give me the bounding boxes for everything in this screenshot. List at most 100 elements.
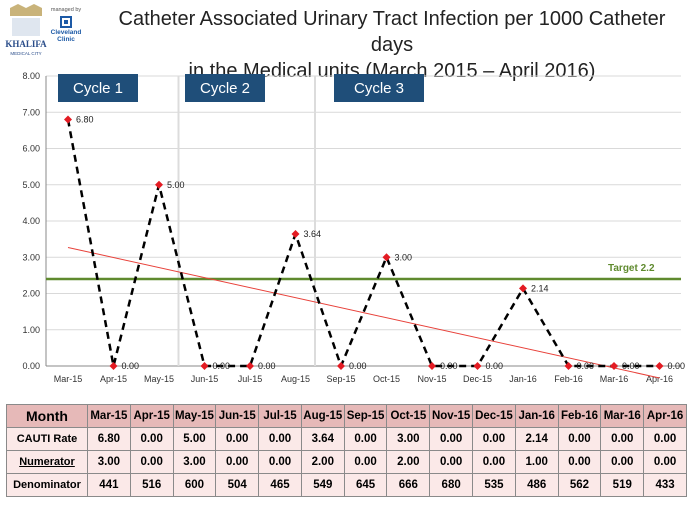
y-tick-label: 0.00 bbox=[22, 361, 40, 371]
table-cell: 465 bbox=[258, 473, 302, 497]
data-label: 0.00 bbox=[486, 361, 504, 371]
data-label: 0.00 bbox=[213, 361, 231, 371]
cycle-badge-label: Cycle 1 bbox=[73, 80, 123, 97]
table-cell: 0.00 bbox=[472, 427, 516, 451]
cycle-labels: Cycle 1 Cycle 2 Cycle 3 bbox=[58, 74, 424, 102]
table-month-header: Sep-15 bbox=[343, 404, 388, 428]
table-cell: 504 bbox=[215, 473, 260, 497]
data-point bbox=[200, 362, 209, 370]
table-cell: 0.00 bbox=[600, 450, 645, 474]
table-cell: 0.00 bbox=[129, 427, 174, 451]
table-cell: 3.00 bbox=[87, 450, 131, 474]
data-label: 0.00 bbox=[122, 361, 140, 371]
table-cell: 6.80 bbox=[87, 427, 131, 451]
logos: KHALIFA MEDICAL CITY managed by Clevelan… bbox=[5, 4, 82, 56]
table-cell: 0.00 bbox=[600, 427, 645, 451]
table-cell: 0.00 bbox=[258, 427, 302, 451]
table-cell: 600 bbox=[172, 473, 217, 497]
table-cell: 2.00 bbox=[386, 450, 431, 474]
table-month-header: Dec-15 bbox=[472, 404, 516, 428]
table-cell: 549 bbox=[300, 473, 345, 497]
table-cell: 0.00 bbox=[258, 450, 302, 474]
table-cell: 2.00 bbox=[300, 450, 345, 474]
cycle-badge bbox=[185, 74, 265, 102]
data-label: 3.00 bbox=[395, 252, 413, 262]
x-tick-label: Nov-15 bbox=[417, 374, 446, 384]
table-month-header: Apr-16 bbox=[643, 404, 687, 428]
table-row: CAUTI Rate 6.80 0.00 5.00 0.00 0.00 3.64 0.00 3.… bbox=[6, 427, 687, 451]
data-label: 0.00 bbox=[440, 361, 458, 371]
table-cell: 0.00 bbox=[215, 427, 260, 451]
table-row: Numerator 3.00 0.00 3.00 0.00 0.00 2.00 0.00 2.0… bbox=[6, 450, 687, 474]
table-cell: 0.00 bbox=[343, 450, 388, 474]
table-cell: 1.00 bbox=[514, 450, 559, 474]
table-cell: 0.00 bbox=[557, 427, 602, 451]
x-tick-labels: Mar-15 Apr-15 May-15 Jun-15 Jul-15 Aug-15 Sep-… bbox=[54, 374, 673, 384]
trendline bbox=[67, 246, 660, 379]
table-row: Denominator 441 516 600 504 465 549 645 666 680 53… bbox=[6, 473, 687, 497]
cycle-badge bbox=[334, 74, 424, 102]
table-cell: 0.00 bbox=[643, 450, 687, 474]
table-month-header: Feb-16 bbox=[557, 404, 602, 428]
y-tick-label: 2.00 bbox=[22, 289, 40, 299]
table-cell: 0.00 bbox=[129, 450, 174, 474]
target-line-group: Target 2.2 bbox=[46, 263, 681, 281]
table-month-header: Jul-15 bbox=[258, 404, 302, 428]
cauti-series-line bbox=[66, 119, 660, 370]
data-point bbox=[564, 362, 573, 370]
table-month-header: Jan-16 bbox=[514, 404, 559, 428]
table-cell: 645 bbox=[343, 473, 388, 497]
table-month-header: Mar-15 bbox=[87, 404, 131, 428]
table-cell: 680 bbox=[429, 473, 474, 497]
table-cell: 441 bbox=[87, 473, 131, 497]
y-tick-label: 4.00 bbox=[22, 216, 40, 226]
data-label: 0.00 bbox=[577, 361, 595, 371]
table-row-label: CAUTI Rate bbox=[6, 427, 88, 451]
table-row-label: Denominator bbox=[6, 473, 88, 497]
table-month-header: Jun-15 bbox=[215, 404, 260, 428]
target-label: Target 2.2 bbox=[608, 263, 655, 274]
table-header-label: Month bbox=[6, 404, 88, 428]
table-cell: 486 bbox=[514, 473, 559, 497]
table-month-header: Mar-16 bbox=[600, 404, 645, 428]
data-label: 3.64 bbox=[304, 229, 322, 239]
table-cell: 0.00 bbox=[643, 427, 687, 451]
data-point bbox=[610, 362, 618, 370]
table-cell: 535 bbox=[472, 473, 516, 497]
x-tick-label: May-15 bbox=[144, 374, 174, 384]
y-tick-label: 1.00 bbox=[22, 325, 40, 335]
data-point bbox=[428, 362, 436, 370]
table-row-label: Numerator bbox=[6, 450, 88, 474]
y-gridlines bbox=[45, 75, 681, 367]
x-tick-label: Apr-16 bbox=[646, 374, 673, 384]
khalifa-logo-subtext: MEDICAL CITY bbox=[10, 51, 41, 56]
data-point bbox=[519, 284, 527, 293]
data-label: 0.00 bbox=[349, 361, 367, 371]
table-cell: 0.00 bbox=[429, 427, 474, 451]
x-tick-label: Jul-15 bbox=[238, 374, 263, 384]
table-cell: 0.00 bbox=[215, 450, 260, 474]
chart-title-line-1: Catheter Associated Urinary Tract Infect… bbox=[118, 8, 666, 56]
cauti-line-chart: 0.00 1.00 2.00 3.00 4.00 5.00 6.00 7.00 8.00 Mar… bbox=[22, 71, 685, 384]
khalifa-logo-text: KHALIFA bbox=[5, 39, 47, 49]
x-tick-label: Oct-15 bbox=[373, 374, 400, 384]
y-tick-label: 5.00 bbox=[22, 180, 40, 190]
data-point bbox=[473, 362, 482, 370]
table-cell: 2.14 bbox=[514, 427, 559, 451]
cycle-badge-label: Cycle 2 bbox=[200, 80, 250, 97]
data-label: 0.00 bbox=[258, 361, 276, 371]
managed-by-text: managed by bbox=[51, 7, 82, 13]
khalifa-emblem-icon bbox=[12, 18, 40, 36]
table-month-header: Nov-15 bbox=[429, 404, 474, 428]
data-point bbox=[64, 115, 72, 124]
table-cell: 3.64 bbox=[300, 427, 345, 451]
y-tick-label: 6.00 bbox=[22, 144, 40, 154]
x-tick-label: Mar-15 bbox=[54, 374, 83, 384]
data-point bbox=[655, 362, 664, 370]
khalifa-crest-icon bbox=[10, 4, 42, 16]
data-point bbox=[291, 230, 300, 239]
cycle-divider-lines bbox=[177, 76, 316, 366]
table-cell: 433 bbox=[643, 473, 687, 497]
cleveland-logo-text: Cleveland Clinic bbox=[50, 29, 82, 43]
cauti-series bbox=[66, 119, 660, 370]
